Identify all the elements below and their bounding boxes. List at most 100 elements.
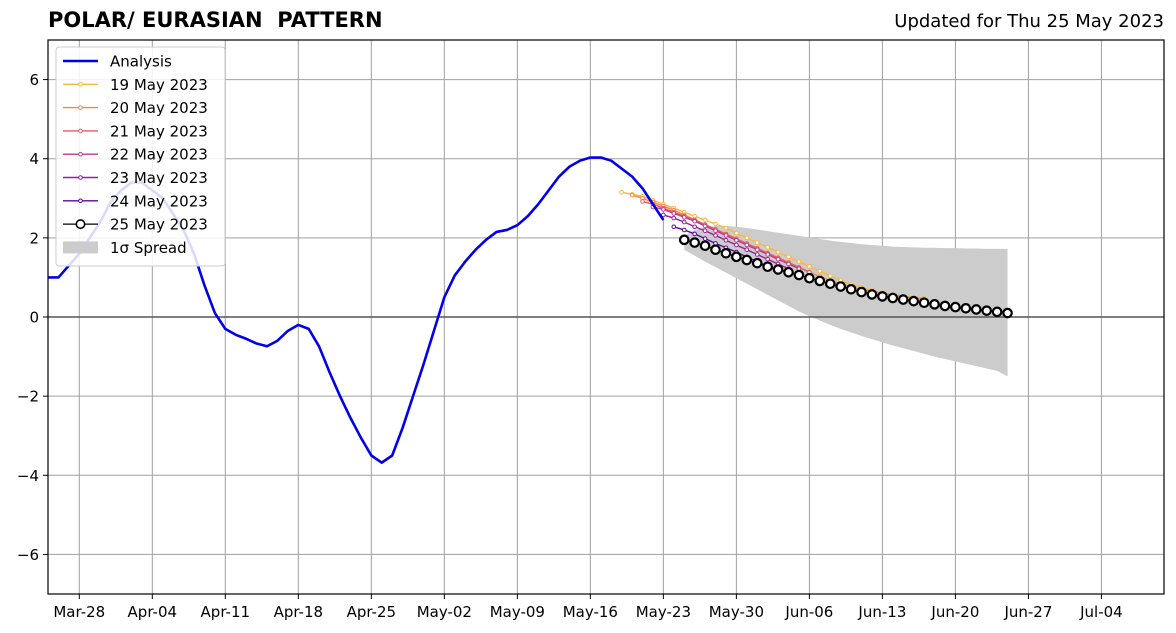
updated-date: Updated for Thu 25 May 2023 xyxy=(894,11,1164,32)
main-forecast-point xyxy=(731,251,742,263)
forecast-point xyxy=(817,268,823,274)
forecast-point xyxy=(796,259,802,264)
x-tick-label: May-23 xyxy=(636,603,691,621)
main-forecast-point xyxy=(929,299,940,310)
y-tick-label: 6 xyxy=(29,71,39,89)
main-forecast-point xyxy=(678,234,690,246)
main-forecast-series xyxy=(678,234,1013,319)
main-forecast-point xyxy=(751,257,763,269)
y-tick-label: −2 xyxy=(17,388,39,406)
forecast-point xyxy=(744,242,750,248)
y-tick-label: 0 xyxy=(29,309,39,327)
forecast-point xyxy=(671,211,677,216)
forecast-point xyxy=(640,199,645,204)
main-forecast-point xyxy=(908,295,919,307)
x-tick-label: Mar-28 xyxy=(53,603,105,621)
forecast-point xyxy=(775,249,781,255)
x-tick-label: Jun-20 xyxy=(930,603,979,621)
legend-label: 21 May 2023 xyxy=(110,122,208,140)
x-tick-label: Apr-18 xyxy=(274,603,324,621)
main-forecast-point xyxy=(814,275,826,287)
legend-marker-forecast xyxy=(78,105,83,110)
main-forecast-point xyxy=(720,247,732,259)
forecast-point xyxy=(692,231,697,237)
forecast-point xyxy=(702,228,708,234)
forecast-point xyxy=(765,245,770,250)
axes: Mar-28 Apr-04 Apr-11 Apr-18 Apr-25 May-02 May-… xyxy=(17,39,1165,621)
legend-label: 20 May 2023 xyxy=(110,99,208,117)
chart-title: POLAR/ EURASIAN PATTERN xyxy=(48,8,383,32)
forecast-point xyxy=(754,240,760,245)
spread-area xyxy=(684,225,1008,377)
forecast-point xyxy=(765,252,770,257)
forecast-point xyxy=(807,264,812,269)
legend-marker-forecast xyxy=(78,175,83,180)
forecast-point xyxy=(734,242,739,248)
forecast-point xyxy=(786,254,791,260)
forecast-point xyxy=(734,237,739,243)
y-tick-label: −4 xyxy=(17,467,39,485)
main-forecast-point xyxy=(699,240,711,252)
main-forecast-point xyxy=(689,237,700,248)
forecast-point xyxy=(775,256,781,262)
x-tick-label: Jun-06 xyxy=(784,603,833,621)
main-forecast-point xyxy=(991,306,1003,318)
forecast-point xyxy=(827,273,833,279)
forecast-point xyxy=(661,212,666,218)
main-forecast-point xyxy=(856,286,867,298)
x-tick-label: Jun-27 xyxy=(1003,603,1052,621)
forecast-point xyxy=(713,233,718,238)
forecast-point xyxy=(713,221,718,227)
x-tick-label: May-02 xyxy=(417,603,472,621)
legend-label: 19 May 2023 xyxy=(110,76,208,94)
main-forecast-point xyxy=(1002,307,1013,319)
x-tick-label: May-09 xyxy=(490,603,545,621)
legend-marker-forecast xyxy=(78,151,83,157)
forecast-point xyxy=(765,256,770,262)
main-forecast-point xyxy=(835,281,846,292)
legend-box xyxy=(55,46,226,267)
legend-marker-main xyxy=(75,219,86,230)
forecast-point xyxy=(754,247,760,253)
main-forecast-point xyxy=(804,272,815,284)
legend-label: 25 May 2023 xyxy=(110,216,208,234)
main-forecast-point xyxy=(772,264,784,275)
x-tick-label: May-30 xyxy=(709,603,764,621)
legend-marker-forecast xyxy=(78,128,83,134)
main-forecast-point xyxy=(939,300,951,312)
y-tick-label: 4 xyxy=(29,150,39,168)
spread-band xyxy=(684,225,1008,377)
forecast-point xyxy=(661,207,666,212)
forecast-point xyxy=(786,261,791,267)
main-forecast-point xyxy=(762,261,773,273)
forecast-point xyxy=(702,236,708,241)
main-forecast-point xyxy=(793,269,805,281)
forecast-point xyxy=(671,224,677,230)
forecast-point xyxy=(723,225,729,231)
forecast-point xyxy=(754,252,760,257)
main-forecast-point xyxy=(877,291,888,302)
forecast-point xyxy=(744,247,750,253)
x-tick-label: Jul-04 xyxy=(1079,603,1123,621)
main-forecast-point xyxy=(824,278,836,290)
forecast-point xyxy=(723,233,729,238)
main-forecast-point xyxy=(970,304,982,315)
legend-label: 22 May 2023 xyxy=(110,146,208,164)
forecast-point xyxy=(692,218,697,224)
main-forecast-point xyxy=(887,292,899,304)
forecast-point xyxy=(734,230,739,236)
main-forecast-point xyxy=(845,283,857,295)
y-tick-label: −6 xyxy=(17,546,39,564)
main-forecast-point xyxy=(741,254,753,266)
main-forecast-point xyxy=(783,266,794,278)
forecast-point xyxy=(723,237,729,243)
x-tick-label: Apr-11 xyxy=(201,603,251,621)
main-forecast-point xyxy=(950,301,961,313)
x-tick-label: Apr-04 xyxy=(128,603,178,621)
forecast-point xyxy=(713,228,718,234)
forecast-point xyxy=(692,213,697,219)
legend-label: 1σ Spread xyxy=(110,239,187,257)
forecast-point xyxy=(702,217,708,223)
legend-marker-forecast xyxy=(78,198,83,204)
